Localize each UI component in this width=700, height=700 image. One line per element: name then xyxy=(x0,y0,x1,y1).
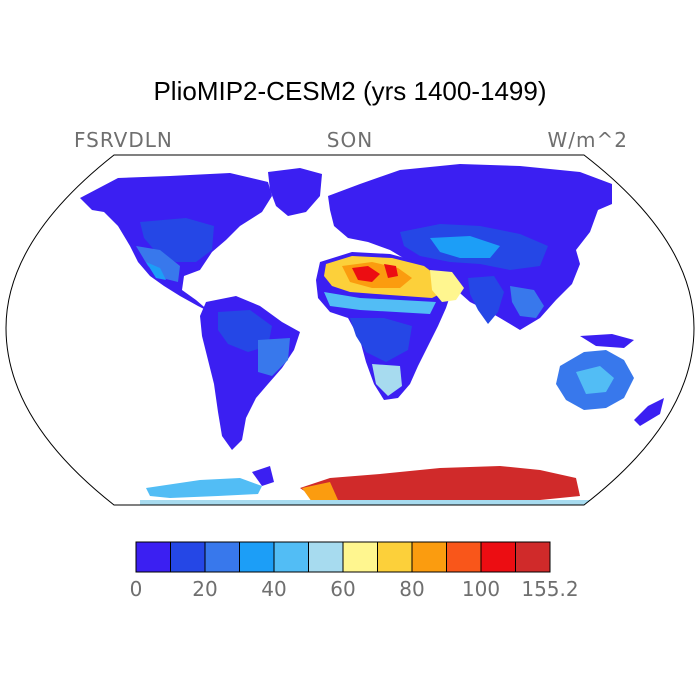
landmass-india xyxy=(468,276,504,324)
colorbar-tick-label: 100 xyxy=(462,577,500,601)
landmass-new-zealand xyxy=(634,398,664,426)
colorbar-swatch xyxy=(480,541,516,573)
landmass-antarctica-east xyxy=(300,466,580,504)
landmass-sahel xyxy=(324,292,436,314)
landmass-mexico-dry xyxy=(146,262,166,280)
landmass-antarctica-west xyxy=(146,478,262,498)
colorbar-swatch xyxy=(515,541,551,573)
variable-label: FSRVDLN xyxy=(74,128,173,152)
map-title: PlioMIP2-CESM2 (yrs 1400-1499) xyxy=(153,76,547,106)
colorbar-tick-label: 155.2 xyxy=(521,577,578,601)
landmass-middle-asia-dry xyxy=(430,236,500,258)
landmass-central-africa xyxy=(350,318,412,362)
colorbar-tick-label: 80 xyxy=(399,577,424,601)
colorbar-swatch xyxy=(342,541,378,573)
landmass-antarctica-peninsula xyxy=(252,466,274,486)
colorbar-tick-label: 60 xyxy=(330,577,355,601)
colorbar-swatch xyxy=(411,541,447,573)
globe-outline xyxy=(5,154,695,506)
landmass-sahara-core-2 xyxy=(384,264,398,278)
landmass-australia-interior xyxy=(576,366,614,394)
landmass-brazil-east xyxy=(258,338,290,376)
units-label: W/m^2 xyxy=(547,128,628,152)
landmass-greenland xyxy=(268,168,322,216)
colorbar-swatch xyxy=(377,541,413,573)
landmass-antarctica-edge xyxy=(302,482,338,502)
colorbar-tick-label: 0 xyxy=(130,577,143,601)
colorbar-swatch xyxy=(170,541,206,573)
colorbar-tick-label: 40 xyxy=(261,577,286,601)
map-content xyxy=(80,164,664,505)
colorbar-swatch xyxy=(308,541,344,573)
landmass-arabia xyxy=(430,270,464,302)
colorbar-tick-label: 20 xyxy=(192,577,217,601)
colorbar-swatch xyxy=(446,541,482,573)
colorbar: 0 20 40 60 80 100 155.2 xyxy=(130,541,579,601)
landmass-north-america-southwest xyxy=(136,246,180,282)
landmass-new-guinea xyxy=(580,334,634,348)
colorbar-swatch xyxy=(273,541,309,573)
landmass-kalahari xyxy=(372,364,402,396)
landmass-sahara-core xyxy=(352,266,380,282)
landmass-southeast-asia xyxy=(510,286,544,318)
colorbar-swatch xyxy=(135,541,171,573)
colorbar-swatch xyxy=(239,541,275,573)
antarctica-coast-strip xyxy=(140,500,600,505)
colorbar-swatch xyxy=(204,541,240,573)
season-label: SON xyxy=(326,128,374,152)
